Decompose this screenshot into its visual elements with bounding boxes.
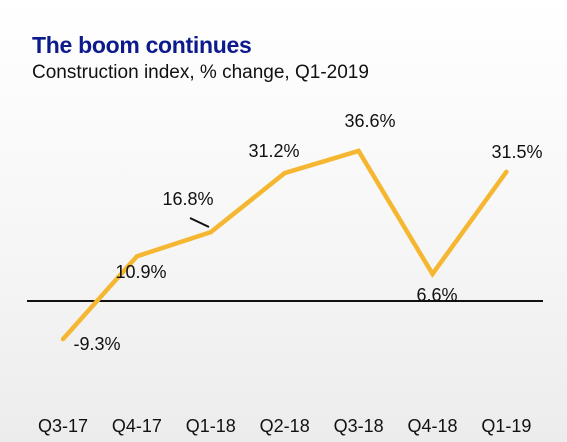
x-tick-label-q3-17: Q3-17	[38, 416, 88, 436]
data-point-q3-18	[356, 148, 361, 154]
data-point-q1-19	[504, 169, 509, 175]
data-label-q4-17: 10.9%	[115, 262, 166, 282]
x-tick-label-q4-18: Q4-18	[407, 416, 457, 436]
x-tick-label-q1-19: Q1-19	[481, 416, 531, 436]
x-tick-label-q2-18: Q2-18	[260, 416, 310, 436]
data-label-q2-18: 31.2%	[248, 141, 299, 161]
data-label-q3-17: -9.3%	[73, 334, 120, 354]
chart-title: The boom continues	[32, 32, 252, 58]
label-leader-line	[189, 217, 210, 228]
series-line	[61, 148, 509, 341]
chart-subtitle: Construction index, % change, Q1-2019	[32, 62, 369, 83]
data-point-q2-18	[282, 170, 287, 176]
data-label-q1-19: 31.5%	[491, 142, 542, 162]
data-label-q1-18: 16.8%	[162, 189, 213, 209]
data-point-q1-18	[208, 229, 213, 235]
x-tick-label-q3-18: Q3-18	[334, 416, 384, 436]
data-point-q4-18	[430, 271, 435, 277]
data-point-q3-17	[60, 336, 66, 342]
data-point-q4-17	[134, 254, 140, 259]
data-label-q4-18: 6.6%	[416, 285, 457, 305]
x-tick-label-q1-18: Q1-18	[186, 416, 236, 436]
data-label-q3-18: 36.6%	[344, 111, 395, 131]
x-tick-label-q4-17: Q4-17	[112, 416, 162, 436]
